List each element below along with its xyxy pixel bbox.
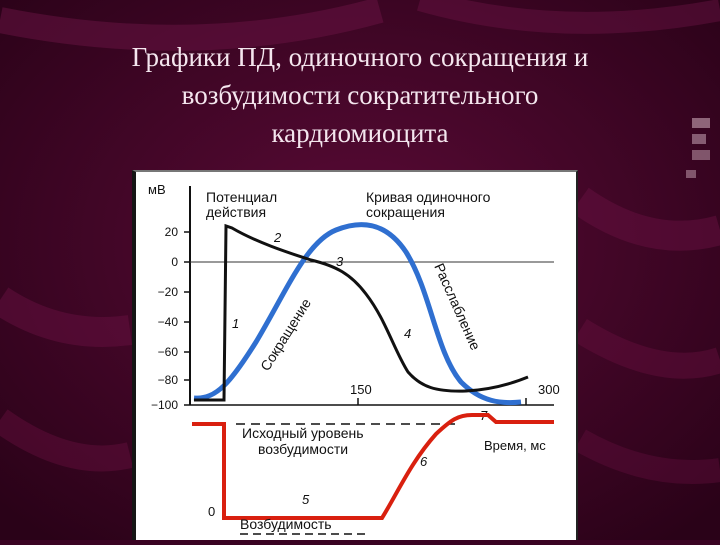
label-excitability: Возбудимость [240, 516, 332, 532]
phase-2: 2 [273, 230, 282, 245]
label-baseline-line-2: возбудимости [258, 441, 348, 457]
title-line-1: Графики ПД, одиночного сокращения и [131, 42, 589, 72]
diagram-panel: мВ 20 0 −20 −40 −60 −80 −100 150 300 Пот… [132, 170, 578, 540]
excitability-curve [192, 413, 554, 520]
mark-150: 150 [350, 382, 372, 397]
y-tick-0: 0 [171, 255, 178, 269]
label-curve-line-1: Кривая одиночного [366, 189, 491, 205]
y-axis-unit: мВ [148, 182, 166, 197]
label-baseline-line-1: Исходный уровень [242, 425, 364, 441]
label-zero: 0 [208, 504, 215, 519]
y-tick-minus80: −80 [158, 373, 179, 387]
label-time: Время, мс [484, 438, 546, 453]
contraction-curve [193, 222, 522, 406]
y-tick-minus20: −20 [158, 285, 179, 299]
slide-title: Графики ПД, одиночного сокращения и возб… [40, 38, 680, 152]
phase-4: 4 [404, 326, 411, 341]
phase-1: 1 [232, 316, 239, 331]
phase-3: 3 [336, 254, 344, 269]
y-tick-minus60: −60 [158, 345, 179, 359]
label-pd-line-2: действия [206, 204, 266, 220]
diagram-svg: мВ 20 0 −20 −40 −60 −80 −100 150 300 Пот… [148, 182, 560, 535]
phase-5: 5 [302, 492, 310, 507]
label-contraction: Сокращение [257, 295, 314, 373]
title-line-3: кардиомиоцита [271, 118, 449, 148]
y-tick-minus100: −100 [151, 398, 178, 412]
label-pd-line-1: Потенциал [206, 189, 277, 205]
mark-300: 300 [538, 382, 560, 397]
label-curve-line-2: сокращения [366, 204, 445, 220]
y-tick-minus40: −40 [158, 315, 179, 329]
y-tick-20: 20 [165, 225, 179, 239]
action-potential-curve [194, 223, 529, 402]
phase-6: 6 [420, 454, 428, 469]
title-line-2: возбудимости сократительного [181, 80, 539, 110]
